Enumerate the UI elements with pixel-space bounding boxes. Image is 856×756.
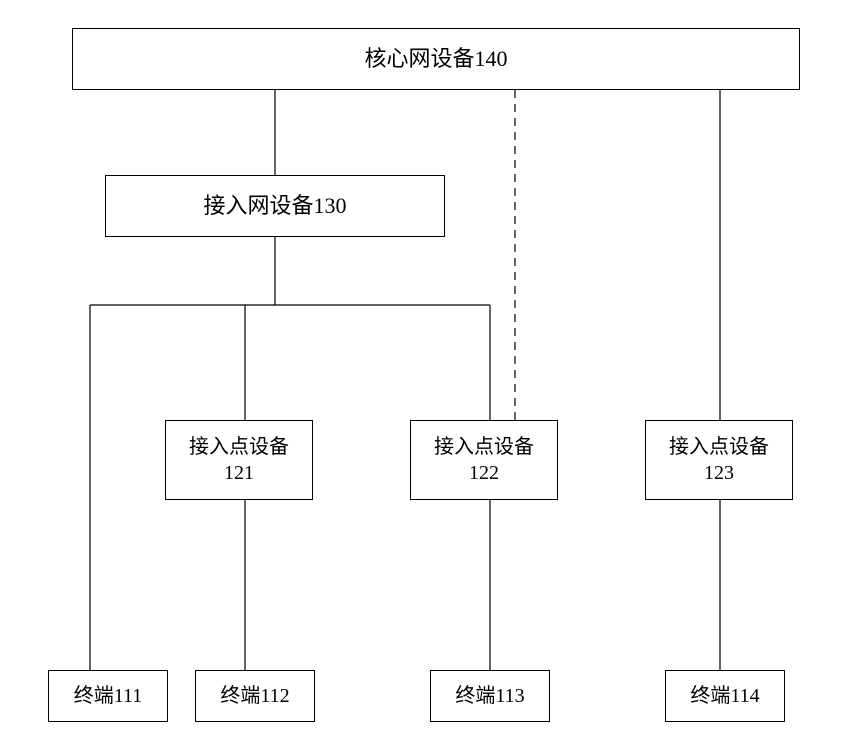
node-label-line1: 接入点设备 (434, 434, 534, 460)
edge-layer (0, 0, 856, 756)
node-terminal-114: 终端114 (665, 670, 785, 722)
node-label: 终端112 (220, 683, 289, 709)
node-label-line1: 接入点设备 (189, 434, 289, 460)
node-label: 终端111 (74, 683, 143, 709)
node-terminal-111: 终端111 (48, 670, 168, 722)
node-ap-123: 接入点设备 123 (645, 420, 793, 500)
node-label-line2: 122 (469, 460, 499, 486)
node-label-line1: 接入点设备 (669, 434, 769, 460)
node-label: 接入网设备130 (203, 192, 346, 221)
node-label-line2: 121 (224, 460, 254, 486)
node-terminal-112: 终端112 (195, 670, 315, 722)
diagram-canvas: 核心网设备140 接入网设备130 接入点设备 121 接入点设备 122 接入… (0, 0, 856, 756)
node-label: 终端114 (690, 683, 759, 709)
node-ap-122: 接入点设备 122 (410, 420, 558, 500)
node-ap-121: 接入点设备 121 (165, 420, 313, 500)
node-label: 核心网设备140 (364, 45, 507, 74)
node-terminal-113: 终端113 (430, 670, 550, 722)
node-access-network: 接入网设备130 (105, 175, 445, 237)
node-label: 终端113 (455, 683, 524, 709)
node-core-network: 核心网设备140 (72, 28, 800, 90)
node-label-line2: 123 (704, 460, 734, 486)
